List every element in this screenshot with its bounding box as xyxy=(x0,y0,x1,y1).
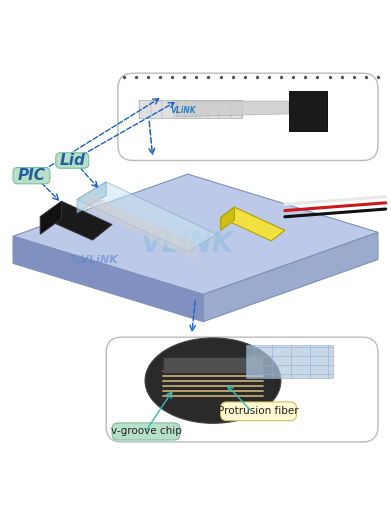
Polygon shape xyxy=(13,174,378,294)
Ellipse shape xyxy=(145,338,281,424)
FancyBboxPatch shape xyxy=(112,423,180,440)
Polygon shape xyxy=(203,233,378,322)
Polygon shape xyxy=(221,207,234,230)
Text: VLiNK: VLiNK xyxy=(170,106,196,115)
FancyBboxPatch shape xyxy=(221,402,296,420)
Text: Lid: Lid xyxy=(59,153,85,168)
Text: v-groove chip: v-groove chip xyxy=(111,427,181,436)
Polygon shape xyxy=(221,207,285,241)
Polygon shape xyxy=(139,100,242,118)
Text: ℕVLiNK: ℕVLiNK xyxy=(71,255,118,265)
Polygon shape xyxy=(40,201,61,234)
Polygon shape xyxy=(13,236,203,322)
Text: PIC: PIC xyxy=(18,168,45,183)
FancyBboxPatch shape xyxy=(118,73,378,160)
Text: Protrusion fiber: Protrusion fiber xyxy=(218,406,299,416)
Polygon shape xyxy=(246,345,333,378)
Polygon shape xyxy=(163,358,264,373)
Text: VLiNK: VLiNK xyxy=(141,230,235,258)
FancyBboxPatch shape xyxy=(106,337,378,442)
Polygon shape xyxy=(40,201,112,240)
FancyBboxPatch shape xyxy=(13,168,50,184)
FancyBboxPatch shape xyxy=(56,153,89,168)
Polygon shape xyxy=(176,101,289,117)
Polygon shape xyxy=(77,182,106,213)
Polygon shape xyxy=(289,91,328,131)
Polygon shape xyxy=(77,182,217,252)
